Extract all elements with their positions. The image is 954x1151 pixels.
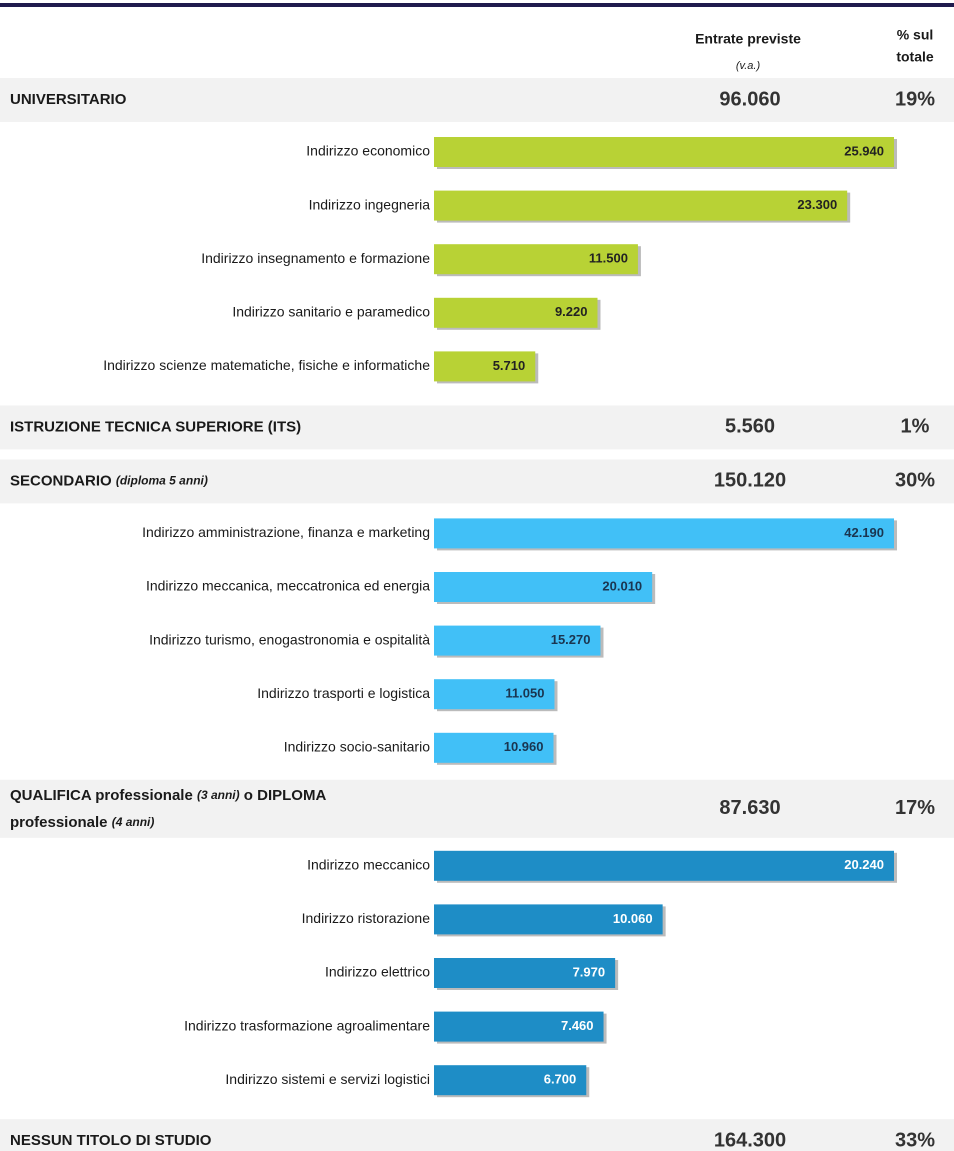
col-subheader: (v.a.)	[736, 60, 761, 72]
section-band	[0, 78, 954, 122]
bar-label: Indirizzo trasformazione agroalimentare	[184, 1017, 430, 1033]
section-title: SECONDARIO (diploma 5 anni)	[10, 472, 208, 489]
bar-value: 11.500	[589, 251, 628, 266]
bar-value: 10.060	[613, 911, 653, 926]
section-title-part: professionale	[10, 814, 112, 831]
bar-label: Indirizzo ristorazione	[302, 910, 431, 926]
bar-label: Indirizzo trasporti e logistica	[257, 685, 430, 701]
bar	[434, 244, 638, 275]
bar	[434, 625, 601, 656]
section-total: 96.060	[719, 88, 780, 110]
col-header: % sul	[897, 27, 934, 43]
bar-value: 20.010	[602, 578, 642, 593]
bar-value: 5.710	[493, 358, 526, 373]
bar-label: Indirizzo turismo, enogastronomia e ospi…	[149, 631, 430, 647]
bar	[434, 1011, 604, 1042]
bar	[434, 351, 536, 382]
bar-value: 23.300	[797, 197, 837, 212]
bar	[434, 297, 598, 328]
section-band	[0, 779, 954, 838]
bar-label: Indirizzo scienze matematiche, fisiche e…	[103, 357, 430, 373]
bar	[434, 958, 616, 988]
bar-label: Indirizzo sanitario e paramedico	[232, 304, 430, 320]
bar-label: Indirizzo meccanica, meccatronica ed ene…	[146, 578, 430, 594]
section-percent: 30%	[895, 470, 935, 492]
bar-label: Indirizzo sistemi e servizi logistici	[225, 1071, 430, 1087]
bar-label: Indirizzo elettrico	[325, 964, 430, 980]
bar	[434, 904, 663, 935]
section-title-part: (4 anni)	[112, 815, 155, 829]
section-total: 5.560	[725, 416, 775, 438]
col-header: Entrate previste	[695, 31, 801, 47]
bar-label: Indirizzo insegnamento e formazione	[201, 250, 430, 266]
bar-value: 9.220	[555, 304, 588, 319]
bar	[434, 850, 894, 881]
section-total: 87.630	[719, 797, 780, 819]
bar	[434, 679, 555, 710]
section-title-part: UNIVERSITARIO	[10, 91, 127, 108]
bar-value: 11.050	[505, 686, 544, 701]
bar-label: Indirizzo economico	[306, 143, 430, 159]
bar-label: Indirizzo ingegneria	[309, 196, 431, 212]
section-title: NESSUN TITOLO DI STUDIO	[10, 1132, 212, 1149]
bar	[434, 190, 848, 221]
section-total: 150.120	[714, 470, 786, 492]
section-percent: 33%	[895, 1129, 935, 1151]
section-title: ISTRUZIONE TECNICA SUPERIORE (ITS)	[10, 418, 301, 435]
bar-value: 7.970	[573, 964, 606, 979]
section-percent: 17%	[895, 797, 935, 819]
bar	[434, 1065, 587, 1096]
bar-value: 15.270	[551, 632, 591, 647]
section-percent: 1%	[901, 416, 930, 438]
section-title: QUALIFICA professionale (3 anni) o DIPLO…	[10, 787, 326, 831]
bar-value: 20.240	[844, 857, 884, 872]
bar-label: Indirizzo amministrazione, finanza e mar…	[142, 524, 430, 540]
bar-label: Indirizzo meccanico	[307, 857, 430, 873]
section-percent: 19%	[895, 88, 935, 110]
section-title: UNIVERSITARIO	[10, 91, 127, 108]
top-rule	[0, 3, 954, 7]
section-band	[0, 405, 954, 450]
bar-value: 42.190	[844, 525, 884, 540]
bar-value: 6.700	[544, 1072, 577, 1087]
bar	[434, 137, 894, 167]
section-band	[0, 1119, 954, 1151]
bar	[434, 572, 653, 602]
section-title-part: (diploma 5 anni)	[116, 474, 208, 488]
bar-value: 10.960	[504, 739, 544, 754]
bar	[434, 518, 894, 549]
section-title-part: ISTRUZIONE TECNICA SUPERIORE (ITS)	[10, 418, 301, 435]
section-title-part: NESSUN TITOLO DI STUDIO	[10, 1132, 212, 1149]
bar-value: 7.460	[561, 1018, 594, 1033]
col-header: totale	[896, 49, 934, 65]
section-band	[0, 459, 954, 504]
section-total: 164.300	[714, 1129, 786, 1151]
bar-label: Indirizzo socio-sanitario	[284, 739, 430, 755]
section-title-part: QUALIFICA professionale	[10, 787, 197, 804]
section-title-part: o DIPLOMA	[240, 787, 327, 804]
bar-value: 25.940	[844, 143, 884, 158]
section-title-part: SECONDARIO	[10, 472, 116, 489]
section-title-part: (3 anni)	[197, 788, 240, 802]
bar	[434, 732, 554, 763]
